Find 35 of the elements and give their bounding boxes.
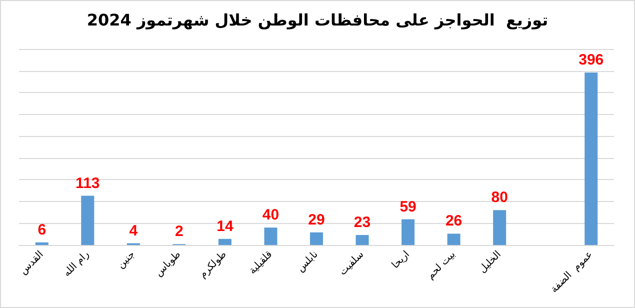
data-label: 80 — [491, 189, 508, 206]
data-label: 4 — [129, 222, 138, 240]
bar — [584, 72, 598, 245]
chart-title: توزيع الحواجز على محافظات الوطن خلال شهرتموز 2024 — [86, 10, 548, 30]
x-tick-label: بيت لحم — [425, 249, 458, 282]
bar — [356, 234, 369, 245]
x-tick-label: الخليل — [477, 249, 504, 276]
x-tick-label: قلقيلية — [247, 248, 275, 277]
bar — [218, 238, 232, 245]
bar — [447, 234, 460, 245]
bar — [81, 196, 94, 245]
x-tick-label: اريحا — [390, 249, 412, 271]
x-tick-label: نابلس — [295, 249, 320, 274]
data-label: 14 — [216, 218, 234, 235]
data-label: 23 — [354, 214, 371, 231]
x-tick-label: طولكرم — [197, 249, 229, 280]
x-tick-label: رام الله — [62, 248, 92, 280]
data-label: 59 — [400, 198, 416, 216]
data-label: 26 — [445, 212, 462, 230]
bar — [35, 242, 48, 245]
bar — [264, 228, 278, 245]
x-tick-label: عموم الضفة — [548, 249, 596, 296]
data-label: 113 — [76, 174, 100, 192]
x-tick-label: طوباس — [153, 249, 184, 279]
bar — [402, 219, 415, 245]
x-tick-label: سلفيت — [337, 249, 366, 278]
data-label: 396 — [578, 52, 604, 69]
data-label: 2 — [175, 223, 184, 240]
x-tick-label: القدس — [18, 249, 46, 277]
data-label: 29 — [308, 211, 325, 228]
bar — [493, 210, 506, 245]
bar — [310, 232, 323, 245]
data-label: 40 — [262, 206, 280, 224]
x-tick-label: جنين — [116, 249, 138, 271]
data-label: 6 — [38, 221, 46, 238]
